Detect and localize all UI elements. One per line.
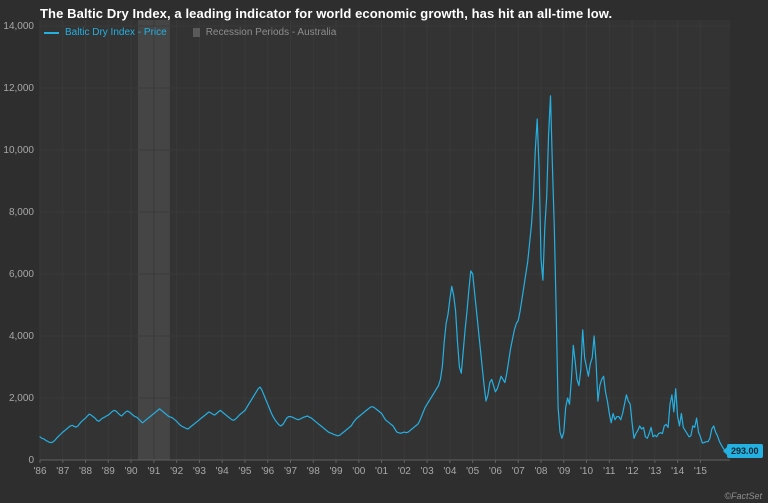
last-value-badge: 293.00 bbox=[723, 443, 763, 458]
x-tick-label: '13 bbox=[648, 466, 661, 477]
badge-pointer-icon bbox=[723, 446, 727, 455]
x-tick-label: '99 bbox=[330, 466, 343, 477]
price-line bbox=[39, 95, 726, 452]
x-tick-label: '12 bbox=[626, 466, 639, 477]
legend-recession-label: Recession Periods - Australia bbox=[205, 27, 337, 38]
legend: Baltic Dry Index - Price Recession Perio… bbox=[44, 27, 336, 38]
x-tick-label: '87 bbox=[56, 466, 69, 477]
y-tick-label: 10,000 bbox=[3, 145, 34, 156]
y-tick-label: 8,000 bbox=[9, 207, 34, 218]
last-value-text: 293.00 bbox=[731, 445, 759, 456]
x-tick-label: '15 bbox=[694, 466, 707, 477]
x-tick-label: '92 bbox=[170, 466, 183, 477]
x-tick-label: '90 bbox=[125, 466, 138, 477]
y-tick-label: 6,000 bbox=[9, 269, 34, 280]
x-tick-label: '07 bbox=[512, 466, 525, 477]
recession-band-swatch-icon bbox=[192, 28, 200, 37]
legend-item-price[interactable]: Baltic Dry Index - Price bbox=[44, 27, 167, 38]
x-tick-label: '89 bbox=[102, 466, 115, 477]
x-tick-label: '03 bbox=[421, 466, 434, 477]
x-tick-label: '10 bbox=[580, 466, 593, 477]
x-tick-label: '02 bbox=[398, 466, 411, 477]
x-tick-label: '95 bbox=[238, 466, 251, 477]
y-tick-label: 4,000 bbox=[9, 331, 34, 342]
factset-credit: ©FactSet bbox=[724, 491, 762, 501]
x-tick-label: '14 bbox=[671, 466, 684, 477]
y-tick-label: 14,000 bbox=[3, 21, 34, 32]
x-tick-label: '00 bbox=[352, 466, 365, 477]
chart-title: The Baltic Dry Index, a leading indicato… bbox=[40, 6, 613, 21]
x-tick-label: '06 bbox=[489, 466, 502, 477]
y-tick-label: 0 bbox=[28, 455, 34, 466]
x-tick-label: '08 bbox=[534, 466, 547, 477]
x-tick-label: '09 bbox=[557, 466, 570, 477]
x-tick-label: '91 bbox=[147, 466, 160, 477]
legend-item-recession[interactable]: Recession Periods - Australia bbox=[192, 27, 337, 38]
x-tick-label: '86 bbox=[33, 466, 46, 477]
x-tick-label: '88 bbox=[79, 466, 92, 477]
x-tick-label: '96 bbox=[261, 466, 274, 477]
x-tick-label: '05 bbox=[466, 466, 479, 477]
y-tick-label: 2,000 bbox=[9, 393, 34, 404]
x-tick-label: '04 bbox=[443, 466, 456, 477]
x-tick-label: '01 bbox=[375, 466, 388, 477]
x-tick-label: '93 bbox=[193, 466, 206, 477]
x-tick-label: '97 bbox=[284, 466, 297, 477]
legend-price-label: Baltic Dry Index - Price bbox=[65, 27, 167, 38]
x-tick-label: '11 bbox=[603, 466, 616, 477]
y-tick-label: 12,000 bbox=[3, 83, 34, 94]
x-tick-label: '94 bbox=[216, 466, 229, 477]
x-tick-label: '98 bbox=[307, 466, 320, 477]
price-line-swatch-icon bbox=[44, 31, 59, 34]
